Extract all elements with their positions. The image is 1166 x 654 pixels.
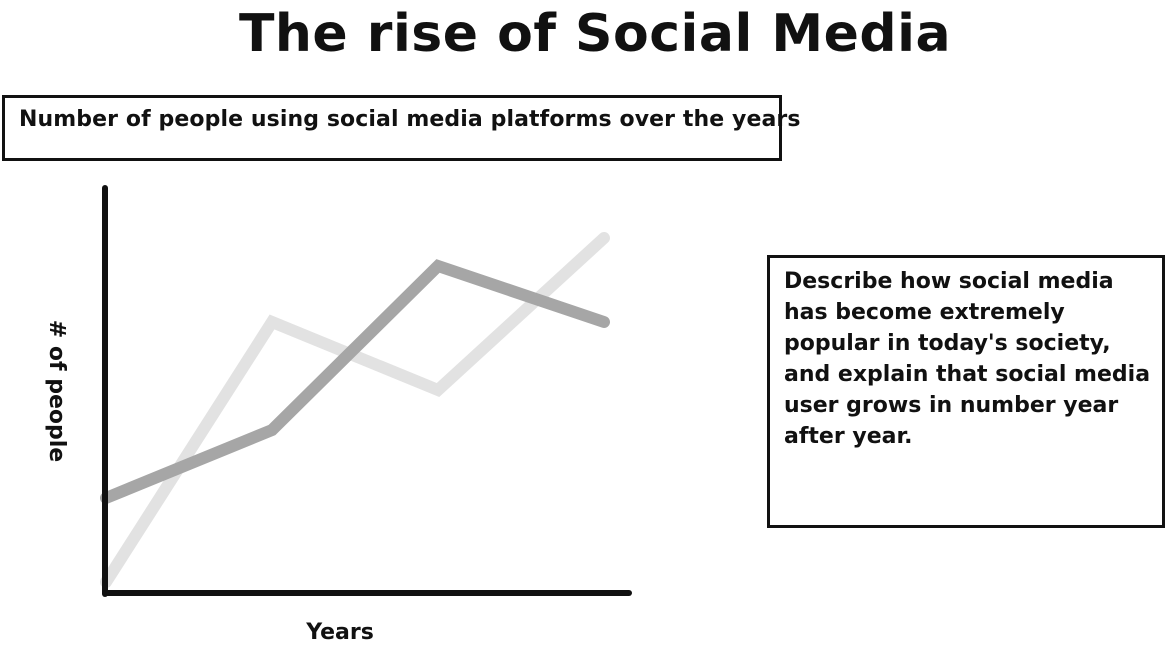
subtitle-text: Number of people using social media plat… bbox=[19, 107, 801, 132]
series-line-2 bbox=[100, 232, 610, 588]
series-line-1 bbox=[100, 259, 610, 504]
x-axis-label: Years bbox=[305, 620, 374, 645]
series-lines bbox=[100, 232, 610, 588]
subtitle-box: Number of people using social media plat… bbox=[2, 95, 800, 161]
page-title: The rise of Social Media bbox=[238, 4, 952, 64]
y-axis-label: # of people bbox=[44, 320, 69, 462]
description-note-box: Describe how social media has become ext… bbox=[767, 255, 1165, 528]
line-chart: # of people Years bbox=[44, 185, 632, 645]
description-note-text: Describe how social media has become ext… bbox=[784, 269, 1151, 449]
